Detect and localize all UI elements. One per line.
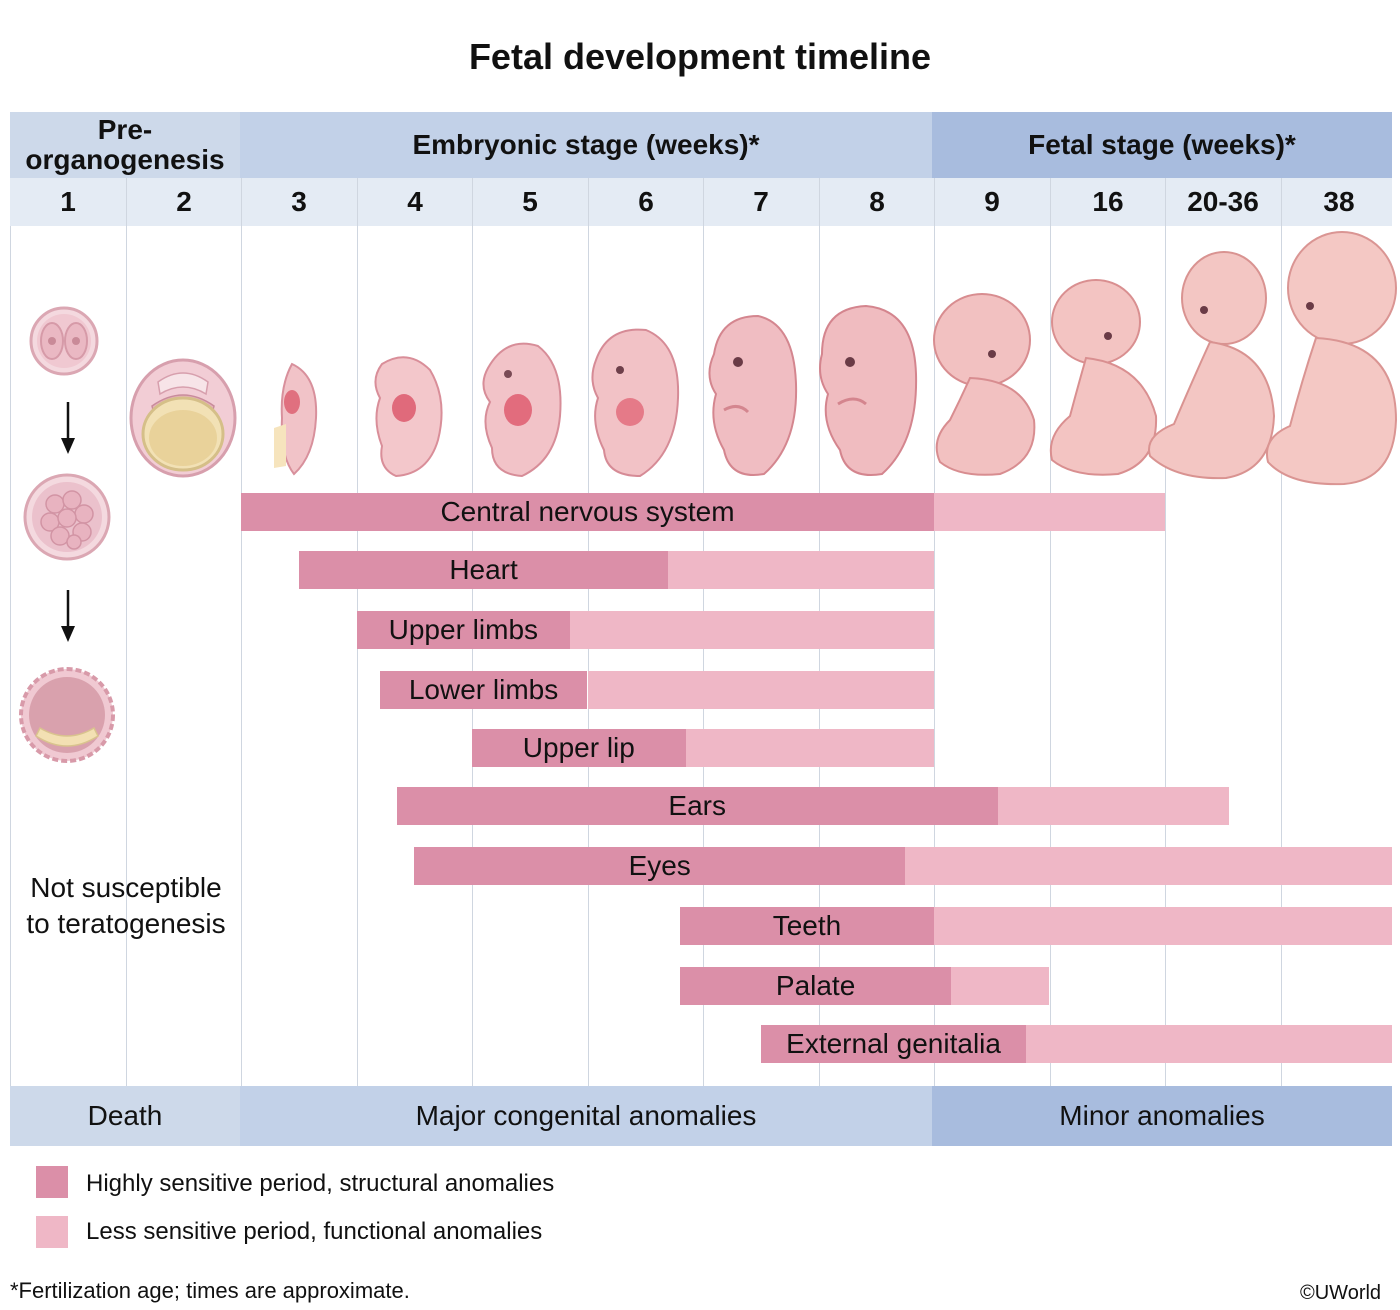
organ-label: Central nervous system xyxy=(440,496,735,527)
grid-line xyxy=(126,178,127,1086)
bar-highly-sensitive xyxy=(414,847,906,885)
two-cell-zygote-icon xyxy=(29,306,99,376)
embryo-week-7-icon xyxy=(708,314,798,476)
down-arrow-icon xyxy=(61,590,75,642)
bar-highly-sensitive xyxy=(379,671,588,709)
legend-label-high: Highly sensitive period, structural anom… xyxy=(86,1170,555,1197)
embryo-week-8-icon xyxy=(819,304,918,476)
major-anomalies-cell: Major congenital anomalies xyxy=(240,1086,932,1146)
week-cell: 8 xyxy=(869,186,885,217)
bar-less-sensitive xyxy=(668,551,934,589)
minor-anomalies-cell: Minor anomalies xyxy=(932,1086,1392,1146)
embryonic-stage-header: Embryonic stage (weeks)* xyxy=(240,112,932,178)
organ-label: Upper lip xyxy=(522,732,635,763)
grid-line xyxy=(1050,178,1051,1086)
week-cell: 4 xyxy=(407,186,423,217)
blastocyst-icon xyxy=(19,667,115,763)
legend-swatch-high xyxy=(36,1166,68,1198)
grid-line xyxy=(934,178,935,1086)
week-cell: 2 xyxy=(176,186,192,217)
minor-anomalies-label: Minor anomalies xyxy=(1059,1100,1265,1131)
death-cell: Death xyxy=(10,1086,240,1146)
bar-highly-sensitive xyxy=(356,611,571,649)
pre-organogenesis-header: Pre- organogenesis xyxy=(10,112,240,178)
fetus-week-20-36-icon xyxy=(1148,251,1276,480)
bar-highly-sensitive xyxy=(679,967,952,1005)
bar-less-sensitive xyxy=(1026,1025,1392,1063)
bar-less-sensitive xyxy=(570,611,934,649)
bar-highly-sensitive xyxy=(396,787,998,825)
organ-label: Lower limbs xyxy=(408,674,559,705)
organ-label: Eyes xyxy=(628,850,691,881)
week-cell: 38 xyxy=(1323,186,1355,217)
fetus-week-38-icon xyxy=(1266,231,1398,486)
week-cell: 16 xyxy=(1092,186,1124,217)
not-susceptible-label: Not susceptible to teratogenesis xyxy=(26,872,226,939)
legend-swatch-less xyxy=(36,1216,68,1248)
week-cell: 3 xyxy=(291,186,307,217)
organ-label: Heart xyxy=(449,554,518,585)
bar-highly-sensitive xyxy=(472,729,686,767)
week-cell: 9 xyxy=(984,186,1000,217)
bar-highly-sensitive xyxy=(298,551,669,589)
bar-highly-sensitive xyxy=(760,1025,1027,1063)
week-row xyxy=(10,178,1392,226)
embryonic-stage-label: Embryonic stage (weeks)* xyxy=(412,129,760,160)
bar-less-sensitive xyxy=(934,493,1165,531)
organ-label: Palate xyxy=(775,970,856,1001)
embryo-week-6-icon xyxy=(591,328,680,478)
week-cell: 1 xyxy=(60,186,76,217)
bar-less-sensitive xyxy=(934,907,1392,945)
morula-icon xyxy=(23,473,111,561)
fetal-stage-label: Fetal stage (weeks)* xyxy=(1028,129,1296,160)
fetus-week-16-icon xyxy=(1049,279,1158,476)
death-label: Death xyxy=(87,1100,163,1131)
bilaminar-disc-icon xyxy=(129,358,237,478)
page-title: Fetal development timeline xyxy=(468,36,932,77)
footnote: *Fertilization age; times are approximat… xyxy=(10,1278,410,1303)
bar-highly-sensitive xyxy=(241,493,934,531)
bar-less-sensitive xyxy=(587,671,934,709)
bar-less-sensitive xyxy=(905,847,1392,885)
grid-line xyxy=(10,226,11,1086)
legend-label-less: Less sensitive period, functional anomal… xyxy=(86,1218,543,1245)
week-cell: 6 xyxy=(638,186,654,217)
fetal-stage-header: Fetal stage (weeks)* xyxy=(932,112,1392,178)
grid-line xyxy=(241,178,242,1086)
organ-label: External genitalia xyxy=(786,1028,1001,1059)
bar-less-sensitive xyxy=(685,729,934,767)
copyright: ©UWorld xyxy=(1300,1282,1382,1304)
down-arrow-icon xyxy=(61,402,75,454)
week-cell: 7 xyxy=(753,186,769,217)
pre-organogenesis-label: Pre- organogenesis xyxy=(25,114,225,175)
organ-label: Teeth xyxy=(772,910,842,941)
week-cell: 20-36 xyxy=(1187,186,1259,217)
fetus-week-9-icon xyxy=(933,293,1036,476)
major-anomalies-label: Major congenital anomalies xyxy=(415,1100,757,1131)
week-cell: 5 xyxy=(522,186,538,217)
embryo-week-4-icon xyxy=(374,356,443,478)
organ-label: Upper limbs xyxy=(388,614,539,645)
grid-line xyxy=(1281,178,1282,1086)
bar-highly-sensitive xyxy=(679,907,934,945)
embryo-week-3-icon xyxy=(274,362,318,476)
embryo-week-5-icon xyxy=(482,342,562,478)
bar-less-sensitive xyxy=(997,787,1229,825)
grid-line xyxy=(1165,178,1166,1086)
organ-label: Ears xyxy=(668,790,726,821)
bar-less-sensitive xyxy=(951,967,1050,1005)
